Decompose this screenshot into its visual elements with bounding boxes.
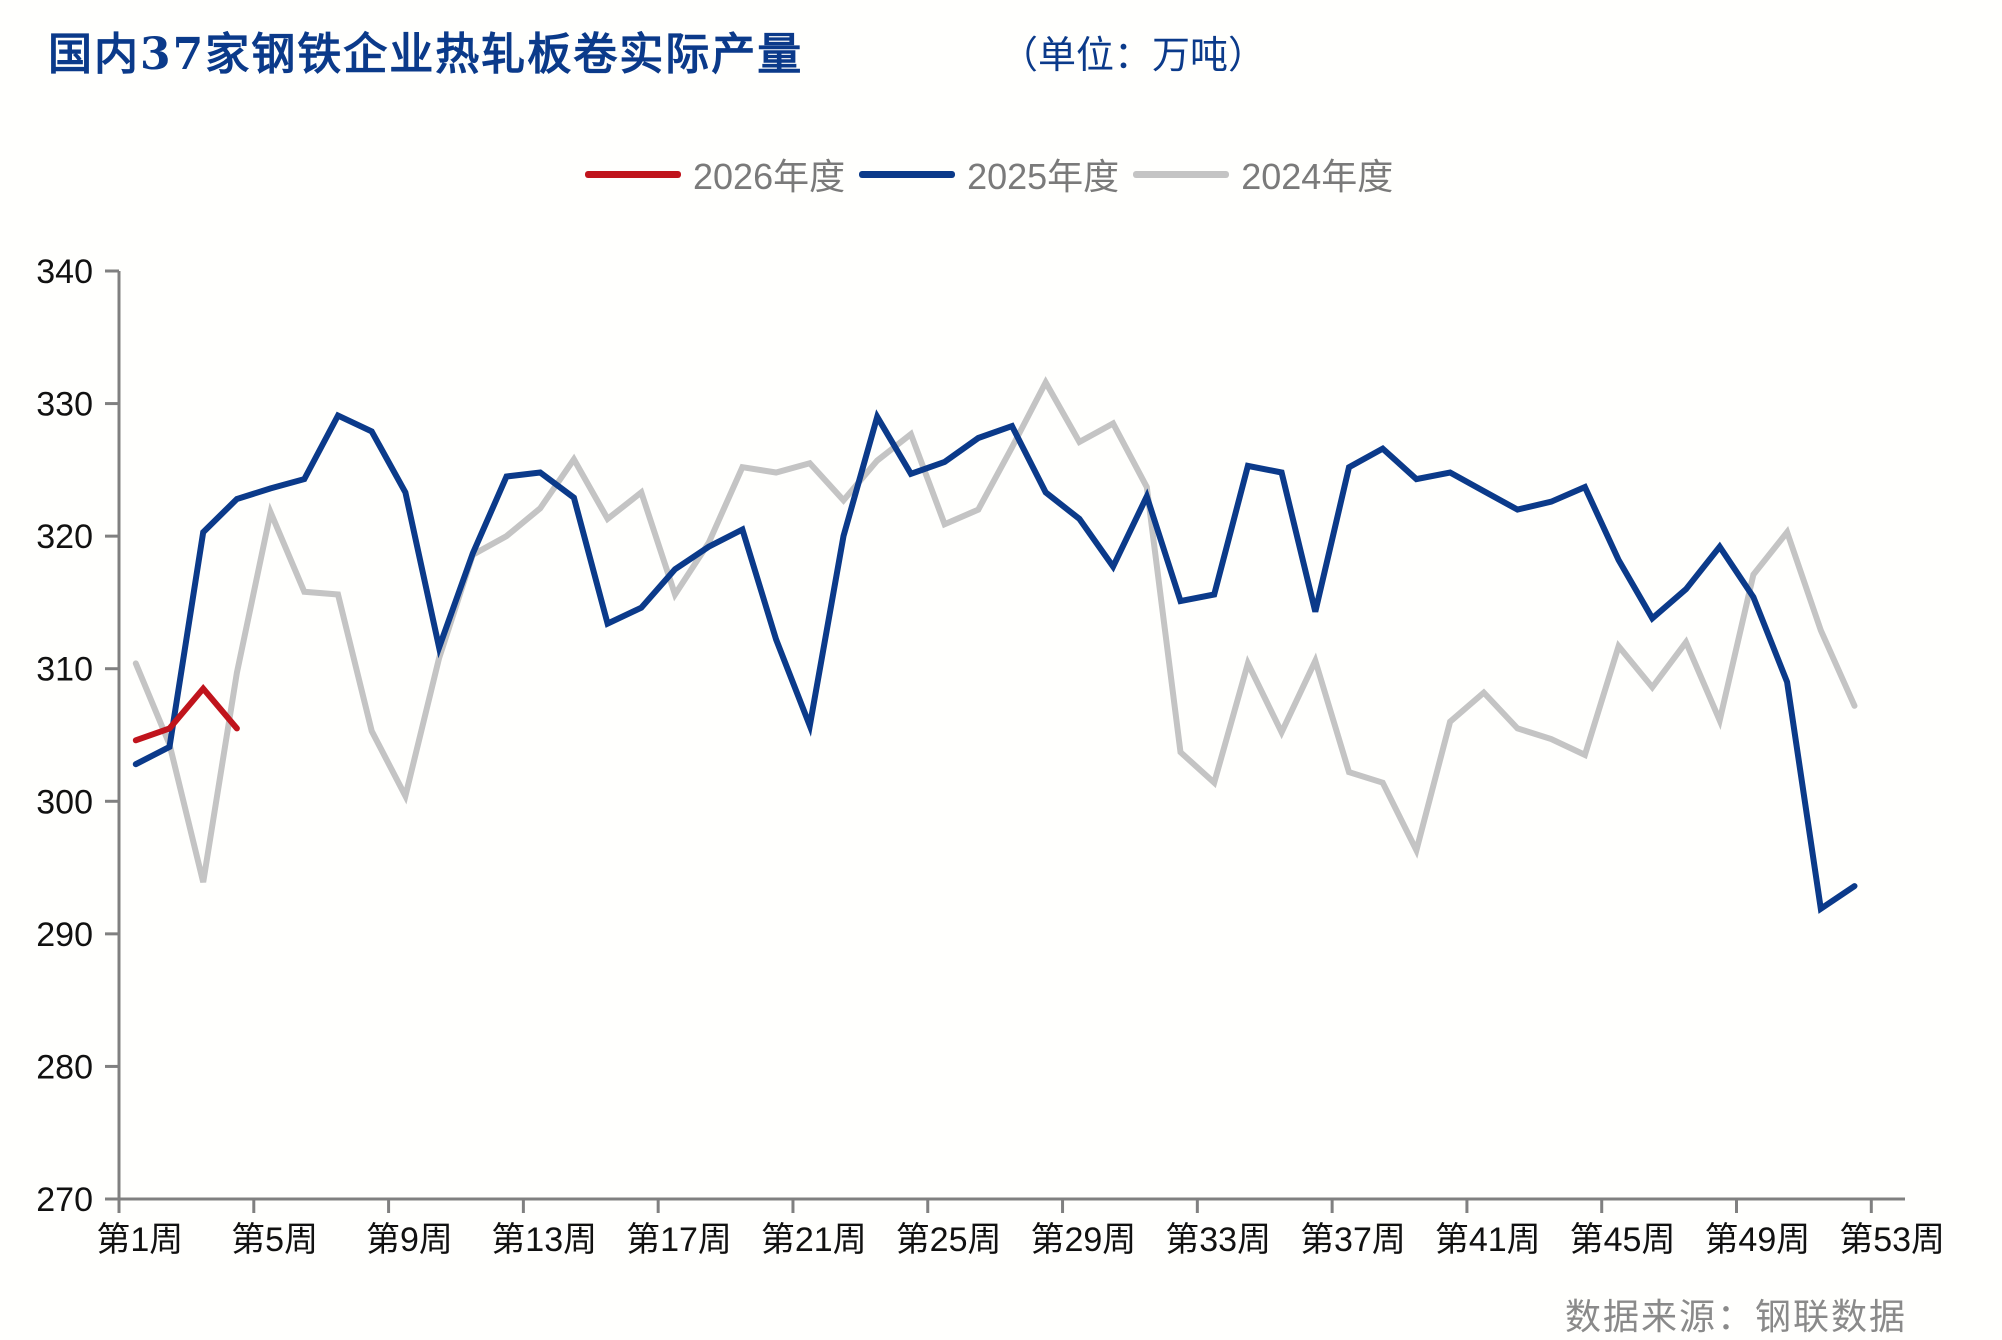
y-tick-label: 270 — [36, 1181, 93, 1219]
legend-item-2026[interactable]: 2026年度 — [585, 148, 845, 200]
y-tick-label: 300 — [36, 783, 93, 821]
x-tick-label: 第25周 — [896, 1221, 1002, 1259]
x-tick-label: 第29周 — [1030, 1221, 1136, 1259]
x-tick-label: 第17周 — [626, 1221, 732, 1259]
legend-label-2025: 2025年度 — [967, 156, 1120, 197]
series-line-2026 — [132, 683, 240, 744]
x-tick-label: 第45周 — [1570, 1221, 1676, 1259]
chart-title: 国内37家钢铁企业热轧板卷实际产量 — [48, 29, 804, 80]
series-line-2024 — [132, 376, 1858, 883]
x-tick-label: 第33周 — [1165, 1221, 1271, 1259]
legend-swatch-2024 — [1133, 170, 1230, 178]
x-tick-label: 第9周 — [366, 1221, 453, 1259]
x-tick-label: 第21周 — [761, 1221, 867, 1259]
y-tick-label: 320 — [36, 518, 93, 556]
data-source: 数据来源：钢联数据 — [1565, 1297, 1908, 1338]
legend-swatch-2026 — [585, 170, 681, 178]
y-tick-label: 280 — [36, 1048, 93, 1086]
legend-label-2024: 2024年度 — [1241, 156, 1394, 197]
plot-area — [132, 376, 1858, 914]
y-tick-label: 290 — [36, 916, 93, 954]
y-tick-label: 340 — [36, 253, 93, 291]
legend: 2026年度 2025年度 2024年度 — [585, 148, 1407, 200]
unit-label: （单位：万吨） — [1000, 33, 1267, 77]
x-tick-label: 第49周 — [1704, 1221, 1810, 1259]
x-tick-label: 第53周 — [1839, 1221, 1945, 1259]
x-tick-label: 第1周 — [96, 1221, 183, 1259]
legend-label-2026: 2026年度 — [693, 156, 846, 197]
x-tick-label: 第13周 — [491, 1221, 597, 1259]
y-tick-label: 310 — [36, 651, 93, 689]
x-tick-label: 第41周 — [1435, 1221, 1541, 1259]
y-tick-label: 330 — [36, 386, 93, 424]
legend-swatch-2025 — [859, 170, 956, 178]
x-tick-label: 第5周 — [231, 1221, 318, 1259]
axes: 270 280 290 300 310 320 330 340 第1周 第5周 第9周 第13周 第17… — [36, 253, 1945, 1259]
series-line-2025 — [132, 409, 1858, 914]
legend-item-2024[interactable]: 2024年度 — [1133, 148, 1393, 200]
legend-item-2025[interactable]: 2025年度 — [859, 148, 1119, 200]
x-tick-label: 第37周 — [1300, 1221, 1406, 1259]
